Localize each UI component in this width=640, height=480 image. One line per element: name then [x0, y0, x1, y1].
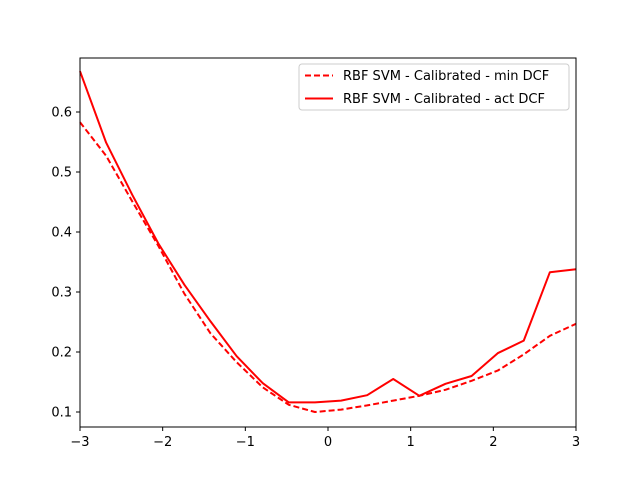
legend-label-act-dcf: RBF SVM - Calibrated - act DCF — [343, 92, 545, 107]
x-tick-label: −3 — [70, 435, 89, 450]
y-tick-label: 0.4 — [51, 226, 72, 241]
x-tick-label: −2 — [153, 435, 172, 450]
series-layer — [79, 70, 577, 413]
y-tick-label: 0.6 — [51, 106, 72, 121]
plot-area — [80, 58, 576, 427]
y-axis: 0.1 0.2 0.3 0.4 0.5 0.6 — [51, 106, 80, 421]
y-tick-label: 0.2 — [51, 346, 72, 361]
x-tick-label: 2 — [489, 435, 497, 450]
x-tick-label: 0 — [324, 435, 332, 450]
x-axis: −3 −2 −1 0 1 2 3 — [70, 427, 580, 450]
legend-label-min-dcf: RBF SVM - Calibrated - min DCF — [343, 69, 549, 84]
y-tick-label: 0.5 — [51, 166, 72, 181]
x-tick-label: 3 — [572, 435, 580, 450]
legend-box — [298, 63, 570, 111]
x-tick-label: −1 — [236, 435, 255, 450]
x-tick-label: 1 — [407, 435, 415, 450]
y-tick-label: 0.3 — [51, 286, 72, 301]
y-tick-label: 0.1 — [51, 406, 72, 421]
series-line-act-dcf — [79, 70, 577, 404]
legend: RBF SVM - Calibrated - min DCF RBF SVM -… — [298, 63, 570, 111]
series-line-min-dcf — [79, 121, 577, 413]
